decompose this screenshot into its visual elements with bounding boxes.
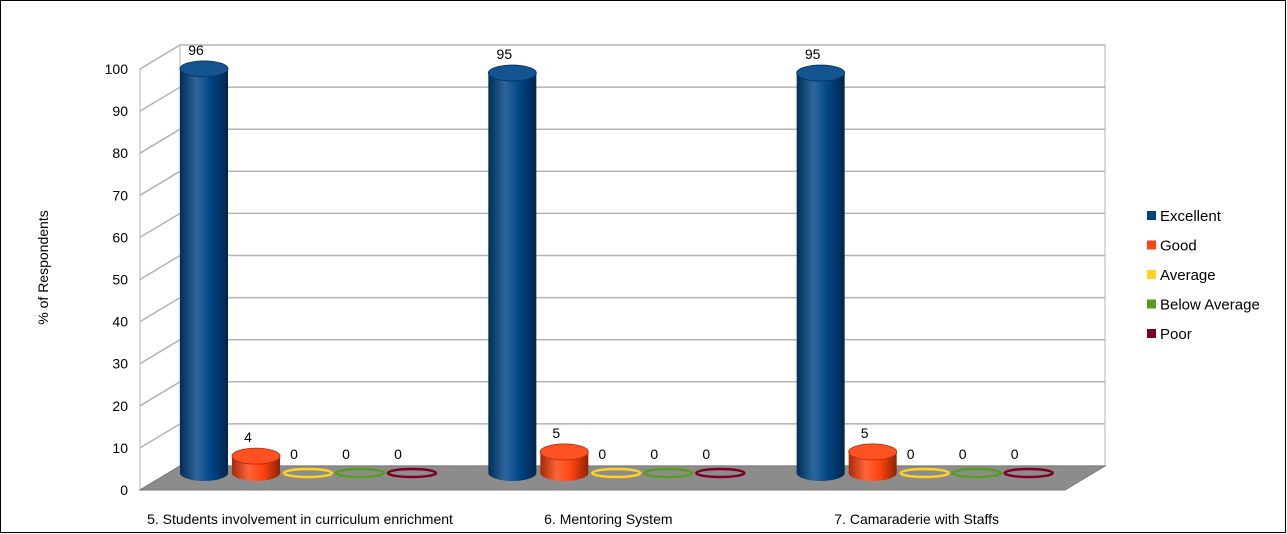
data-label: 0 [650,446,658,462]
gridline-side [139,44,181,70]
gridline-side [139,170,181,196]
gridline-side [139,339,181,365]
legend-swatch [1147,329,1156,338]
data-label: 0 [907,446,915,462]
y-axis-label: % of Respondents [35,210,51,324]
data-label: 0 [598,446,606,462]
y-tick-label: 80 [112,145,128,161]
category-label: 6. Mentoring System [544,511,672,527]
gridline-side [139,381,181,407]
bar-excellent [180,68,228,481]
bar-average [899,467,950,479]
bar-top [487,64,537,82]
data-label: 4 [244,429,252,445]
data-label: 95 [805,46,821,62]
bar-top [848,443,898,461]
y-tick-label: 0 [120,482,128,498]
bar-below-average [643,467,694,479]
gridline-side [139,128,181,154]
y-tick-label: 20 [112,398,128,414]
bar-top [231,447,281,465]
y-tick-label: 90 [112,103,128,119]
bar-excellent [488,73,537,481]
gridline-side [139,296,181,323]
legend-label: Average [1160,267,1216,284]
bar-below-average [951,467,1002,479]
data-label: 0 [394,446,402,462]
bar-top [179,60,229,78]
gridline-side [139,423,181,449]
y-tick-label: 10 [112,440,128,456]
legend-swatch [1147,240,1156,250]
legend-label: Excellent [1160,208,1222,225]
bar-excellent [796,73,845,482]
legend-swatch [1147,299,1156,309]
bar-average [282,467,334,479]
y-tick-label: 60 [112,229,128,245]
y-tick-label: 40 [112,314,128,330]
bar-poor [695,467,746,479]
legend-label: Good [1160,238,1197,255]
data-label: 96 [188,42,204,58]
legend-swatch [1147,211,1156,220]
bar-top [539,443,589,461]
data-label: 0 [1011,446,1019,462]
data-label: 0 [702,446,710,462]
y-tick-label: 70 [112,187,128,203]
legend-label: Poor [1160,326,1192,343]
category-label: 5. Students involvement in curriculum en… [147,511,453,527]
gridline-side [139,86,181,112]
bar-below-average [334,467,386,479]
gridline-side [139,212,181,239]
bar-poor [386,467,438,479]
gridline-side [139,254,181,281]
y-tick-label: 100 [105,61,129,77]
data-label: 0 [959,446,967,462]
data-label: 0 [342,446,350,462]
legend-label: Below Average [1160,297,1260,314]
data-label: 5 [552,425,560,441]
legend-swatch [1147,270,1156,279]
bar-poor [1003,467,1054,479]
y-tick-label: 30 [112,356,128,372]
data-label: 95 [497,46,513,62]
y-tick-label: 50 [112,272,128,288]
bar-top [796,64,846,82]
bar-average [591,467,642,479]
category-label: 7. Camaraderie with Staffs [834,511,999,527]
data-label: 0 [290,446,298,462]
data-label: 5 [861,425,869,441]
